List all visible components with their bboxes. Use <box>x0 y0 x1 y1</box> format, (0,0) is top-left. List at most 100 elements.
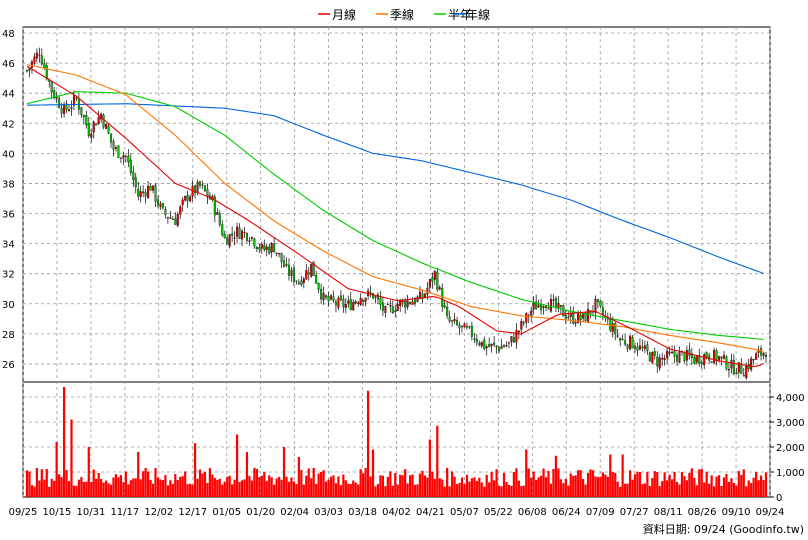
volume-bar <box>757 480 760 497</box>
candle-body <box>433 271 436 280</box>
volume-bar <box>745 486 748 497</box>
candle-body <box>198 181 202 186</box>
volume-bar <box>539 475 543 497</box>
volume-bar <box>581 479 585 497</box>
candle-body <box>438 287 441 290</box>
volume-bar <box>475 480 478 497</box>
candle-body <box>453 318 456 322</box>
volume-bar <box>626 483 629 497</box>
volume-bar <box>109 484 113 497</box>
volume-bar <box>589 469 592 497</box>
candle-body <box>537 304 540 308</box>
volume-bar <box>226 476 229 497</box>
volume-bar <box>280 479 283 497</box>
volume-bar <box>243 479 246 497</box>
date-tick-label: 04/21 <box>416 507 445 518</box>
candle-body <box>695 355 698 363</box>
volume-bar <box>129 480 132 497</box>
volume-bar <box>100 479 103 497</box>
candle-body <box>307 272 310 275</box>
date-tick-label: 07/27 <box>620 507 649 518</box>
candle-body <box>38 54 41 56</box>
candle-body <box>70 106 73 109</box>
volume-bar <box>455 484 459 497</box>
legend-quarter-label: 季線 <box>390 7 414 22</box>
candle-body <box>50 82 53 93</box>
volume-bar <box>468 481 471 497</box>
volume-bar <box>759 475 763 497</box>
candle-body <box>737 362 740 373</box>
candle-body <box>80 107 83 116</box>
candle-body <box>285 264 288 266</box>
volume-bar <box>344 480 347 497</box>
candle-body <box>656 356 659 367</box>
volume-bar <box>45 469 48 497</box>
volume-bar <box>245 452 249 497</box>
candle-body <box>562 305 565 317</box>
price-tick-label: 38 <box>2 179 15 190</box>
volume-bar <box>102 482 105 497</box>
date-tick-label: 02/04 <box>280 507 309 518</box>
volume-bar <box>436 425 439 497</box>
volume-bar <box>216 479 219 497</box>
candle-body <box>572 311 575 324</box>
volume-bar <box>275 478 278 497</box>
candle-body <box>416 296 419 302</box>
volume-bar <box>213 477 216 497</box>
candle-body <box>490 343 493 347</box>
month-ma-line <box>26 65 764 368</box>
volume-bar <box>75 485 78 497</box>
candle-body <box>43 63 46 68</box>
candle-body <box>503 345 506 347</box>
candle-body <box>700 361 703 364</box>
volume-bar <box>601 472 604 497</box>
volume-bar <box>151 483 155 497</box>
volume-bar <box>522 485 525 497</box>
volume-bar <box>423 475 427 497</box>
candle-body <box>171 218 174 220</box>
candle-body <box>60 107 63 114</box>
volume-bar <box>176 480 179 497</box>
candle-body <box>154 184 157 202</box>
volume-bar <box>666 480 669 497</box>
candle-body <box>221 224 224 236</box>
candle-body <box>297 282 300 284</box>
volume-bar <box>690 468 693 497</box>
date-tick-label: 06/08 <box>518 507 547 518</box>
candle-body <box>65 103 68 110</box>
candle-body <box>161 203 164 209</box>
candle-body <box>730 360 733 369</box>
price-tick-label: 28 <box>2 330 15 341</box>
volume-bar <box>114 474 118 497</box>
candle-body <box>25 70 29 72</box>
candle-body <box>693 356 696 364</box>
volume-bar <box>619 486 622 497</box>
volume-bar <box>386 476 389 497</box>
volume-bar <box>352 480 355 497</box>
candle-body <box>174 218 177 225</box>
candle-body <box>344 304 347 308</box>
candle-body <box>273 243 276 253</box>
volume-bar <box>297 457 300 497</box>
volume-bar <box>762 480 765 497</box>
candle-body <box>510 336 513 343</box>
volume-bar <box>107 483 110 497</box>
candle-body <box>364 297 367 302</box>
volume-bar <box>446 467 449 497</box>
candle-body <box>406 300 409 308</box>
candle-body <box>137 188 140 197</box>
volume-bar <box>349 484 352 497</box>
candle-body <box>379 297 382 305</box>
volume-bar <box>127 484 130 497</box>
candle-body <box>213 196 216 216</box>
volume-bar <box>493 480 496 497</box>
candle-body <box>253 238 256 247</box>
candle-body <box>107 125 110 134</box>
candle-body <box>698 355 701 364</box>
candle-body <box>105 124 108 129</box>
candle-body <box>710 361 713 363</box>
date-tick-label: 09/24 <box>756 507 785 518</box>
candle-body <box>587 308 590 323</box>
candle-body <box>740 363 743 374</box>
candle-body <box>359 298 362 305</box>
